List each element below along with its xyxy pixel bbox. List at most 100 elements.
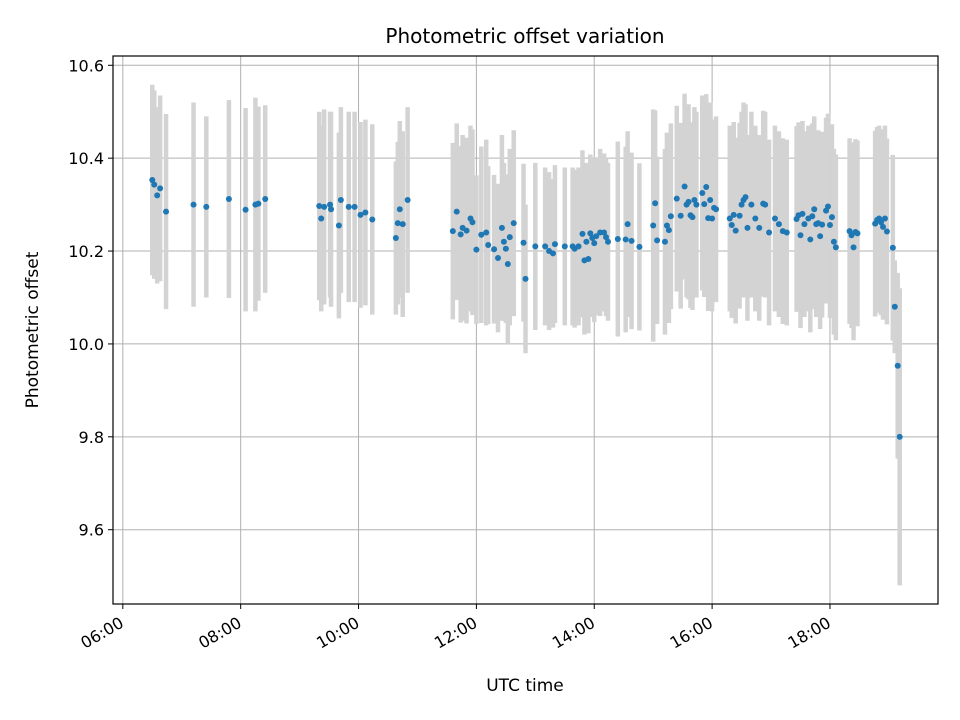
- data-point: [699, 190, 706, 196]
- data-point: [832, 244, 839, 251]
- data-point: [766, 229, 773, 236]
- data-point: [744, 224, 751, 231]
- data-point: [830, 238, 837, 245]
- data-point: [726, 215, 733, 222]
- data-point: [894, 362, 901, 369]
- data-point: [579, 230, 586, 237]
- data-point: [335, 222, 342, 229]
- data-point: [624, 221, 631, 228]
- y-tick-label: 10.4: [68, 149, 104, 168]
- data-point: [709, 215, 716, 222]
- data-point: [799, 210, 806, 217]
- data-point: [255, 200, 262, 207]
- data-point: [883, 228, 890, 235]
- data-point: [707, 196, 714, 203]
- data-point: [399, 221, 406, 228]
- data-point: [203, 203, 210, 210]
- y-tick-label: 10.2: [68, 242, 104, 261]
- data-point: [730, 211, 737, 218]
- data-point: [701, 201, 708, 208]
- data-point: [522, 275, 529, 282]
- y-tick-label: 9.6: [79, 521, 104, 540]
- data-point: [473, 246, 480, 253]
- data-point: [889, 244, 896, 251]
- data-point: [585, 255, 592, 262]
- data-point: [392, 235, 399, 242]
- data-point: [628, 237, 635, 244]
- data-point: [636, 243, 643, 250]
- data-point: [881, 215, 888, 222]
- data-point: [654, 237, 661, 244]
- data-point: [163, 208, 170, 215]
- data-point: [728, 222, 735, 229]
- data-point: [394, 220, 401, 227]
- data-point: [665, 227, 672, 234]
- data-point: [510, 220, 517, 227]
- data-point: [321, 203, 328, 210]
- data-point: [520, 239, 527, 246]
- data-point: [663, 222, 670, 229]
- data-point: [491, 246, 498, 253]
- data-point: [542, 243, 549, 250]
- data-point: [752, 215, 759, 222]
- data-point: [337, 196, 344, 203]
- data-point: [149, 176, 156, 183]
- data-point: [151, 181, 158, 188]
- data-point: [817, 233, 824, 240]
- data-point: [762, 201, 769, 208]
- data-point: [828, 214, 835, 221]
- data-point: [713, 206, 720, 213]
- data-point: [693, 201, 700, 208]
- data-point: [673, 195, 680, 202]
- data-point: [742, 194, 749, 201]
- data-point: [575, 243, 582, 250]
- data-point: [854, 230, 861, 237]
- data-point: [896, 433, 903, 440]
- data-point: [667, 213, 674, 220]
- data-point: [498, 224, 505, 231]
- data-point: [328, 206, 335, 213]
- data-point: [797, 232, 804, 239]
- data-point: [463, 227, 470, 234]
- data-point: [478, 231, 485, 238]
- data-point: [483, 229, 490, 236]
- data-point: [689, 214, 696, 221]
- y-tick-label: 10.6: [68, 56, 104, 75]
- data-points: [149, 176, 903, 440]
- data-point: [495, 255, 501, 262]
- data-point: [614, 235, 621, 242]
- data-point: [736, 212, 743, 219]
- y-axis-label: Photometric offset: [23, 251, 43, 408]
- data-point: [485, 242, 492, 249]
- data-point: [801, 221, 808, 228]
- y-axis-ticks: 9.6 9.8 10.0 10.2 10.4 10.6: [68, 56, 113, 540]
- data-point: [404, 196, 411, 203]
- data-point: [605, 238, 611, 245]
- data-point: [587, 230, 594, 237]
- data-point: [681, 183, 688, 190]
- data-point: [262, 196, 269, 203]
- data-point: [318, 215, 325, 222]
- data-point: [771, 215, 778, 222]
- data-point: [783, 229, 790, 236]
- data-point: [157, 185, 164, 192]
- data-point: [775, 221, 782, 228]
- data-point: [677, 212, 684, 219]
- plot-frame: [112, 55, 939, 605]
- data-point: [650, 222, 657, 229]
- data-point: [811, 206, 818, 213]
- data-point: [449, 228, 456, 235]
- data-point: [756, 224, 763, 231]
- data-point: [225, 196, 232, 203]
- data-point: [732, 227, 739, 234]
- y-tick-label: 9.8: [79, 428, 104, 447]
- data-point: [369, 216, 376, 223]
- data-point: [357, 211, 364, 218]
- data-point: [661, 238, 668, 245]
- data-point: [345, 203, 352, 210]
- data-point: [652, 200, 659, 207]
- data-point: [825, 203, 831, 210]
- data-point: [327, 201, 334, 208]
- data-point: [351, 203, 358, 210]
- data-point: [738, 201, 745, 208]
